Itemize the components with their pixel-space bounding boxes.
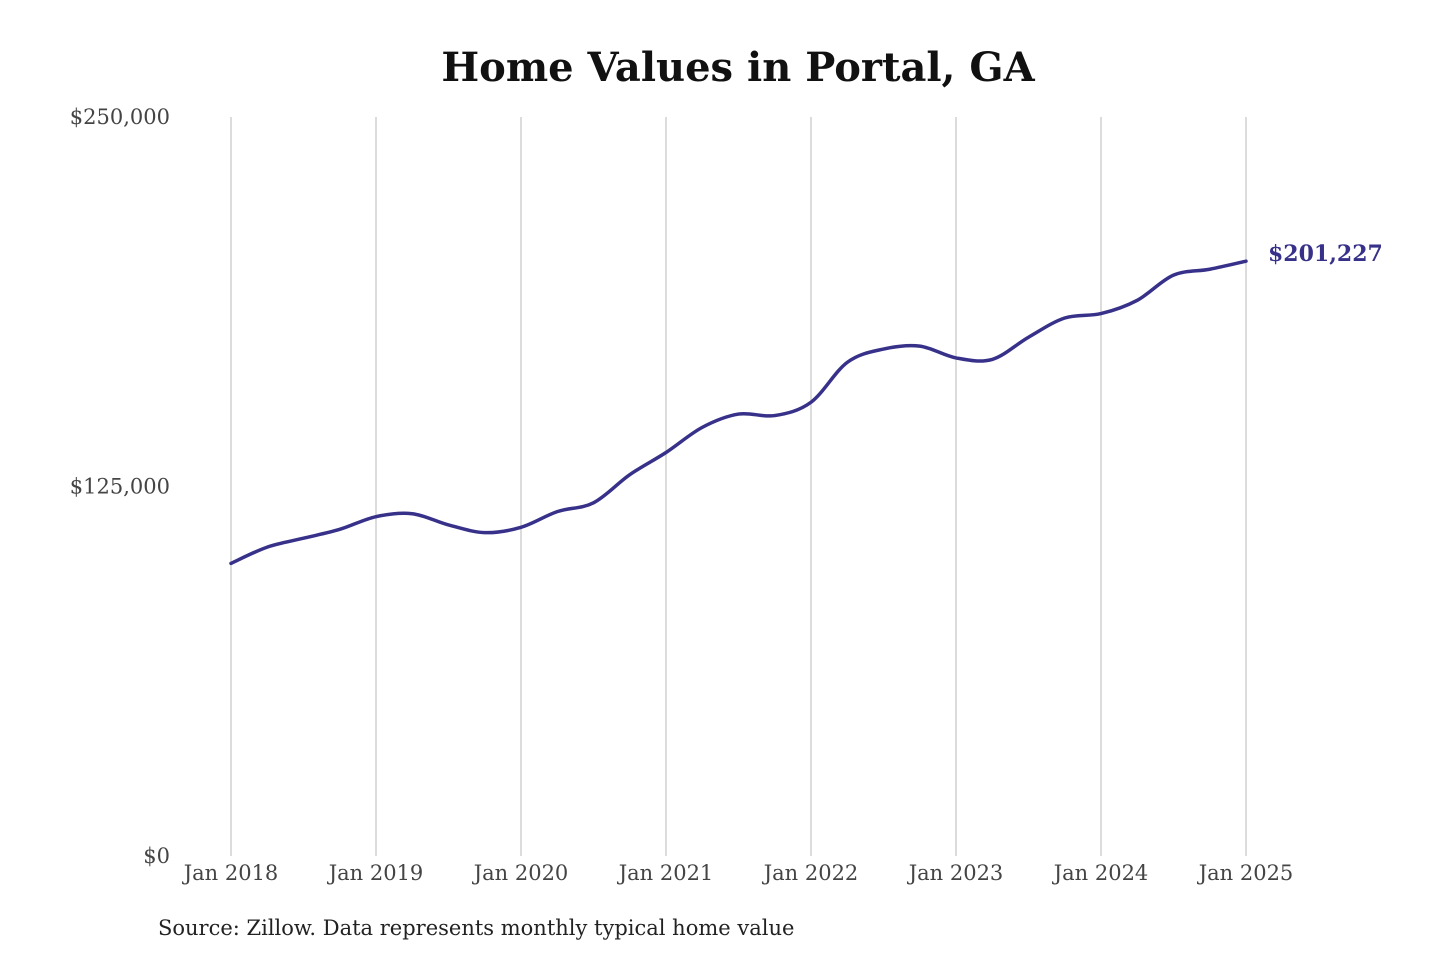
x-tick-label: Jan 2023 [907,861,1004,885]
series-lines [229,259,1248,566]
x-tick-label: Jan 2018 [182,861,279,885]
y-axis-ticks: $0 $125,000 $250,000 [70,105,170,868]
x-tick-label: Jan 2021 [617,861,714,885]
end-value-label: $201,227 [1268,241,1383,267]
x-tick-label: Jan 2020 [472,861,569,885]
end-labels: $201,227 [1268,241,1383,267]
source-note: Source: Zillow. Data represents monthly … [158,916,795,940]
x-tick-label: Jan 2024 [1052,861,1149,885]
x-tick-label: Jan 2025 [1197,861,1294,885]
series-line [229,259,1248,566]
y-tick-label: $0 [143,844,170,868]
y-tick-label: $250,000 [70,105,170,129]
y-tick-label: $125,000 [70,475,170,499]
x-axis-ticks: Jan 2018 Jan 2019 Jan 2020 Jan 2021 Jan 2022… [182,861,1294,885]
x-tick-label: Jan 2022 [762,861,859,885]
grid-lines [230,117,1247,856]
x-tick-label: Jan 2019 [327,861,424,885]
line-chart: $0$125,000$250,000 Jan 2018 Jan 2019 Jan 2… [70,105,1383,885]
chart-title: Home Values in Portal, GA [441,44,1035,91]
